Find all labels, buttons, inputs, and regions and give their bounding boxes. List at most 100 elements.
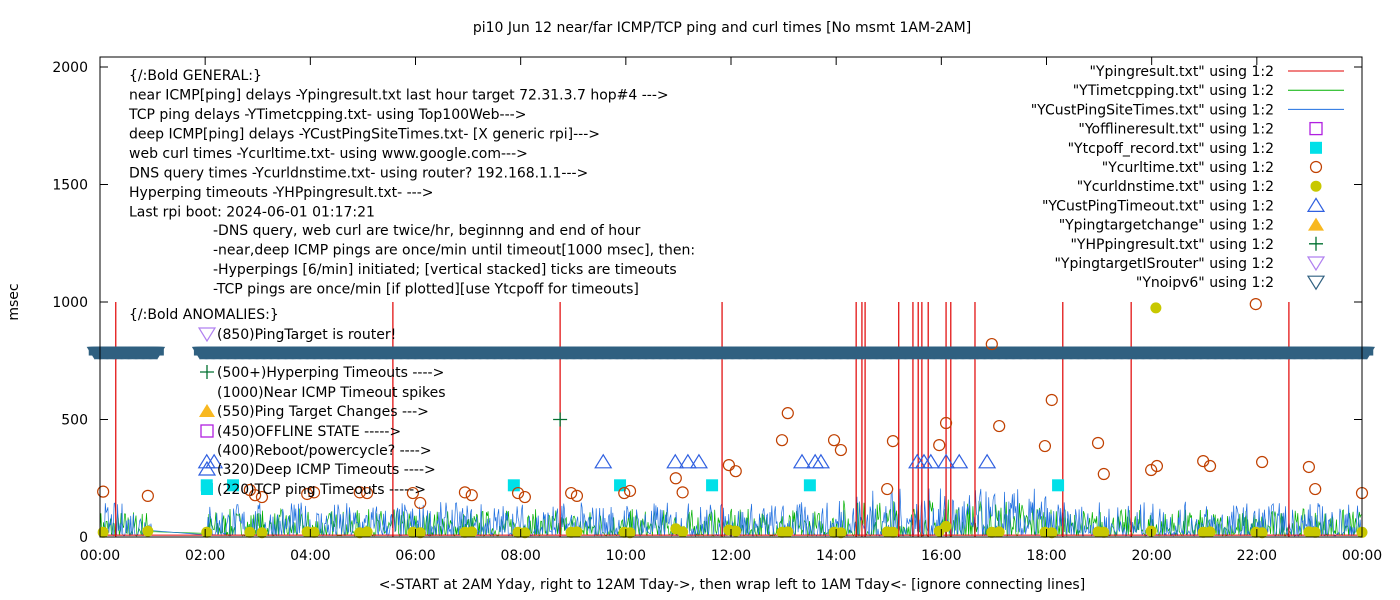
curltime-marker xyxy=(1097,467,1110,481)
anomaly-item: (550)Ping Target Changes ---> xyxy=(217,404,429,420)
curltime-marker xyxy=(1255,455,1269,469)
tcpoff-marker xyxy=(614,479,627,492)
y-tick-label: 1500 xyxy=(52,178,88,194)
anomaly-item: (850)PingTarget is router! xyxy=(217,327,396,343)
y-axis-label: msec xyxy=(6,283,22,320)
x-axis-label: <-START at 2AM Yday, right to 12AM Tday-… xyxy=(379,577,1085,593)
anomaly-item: (450)OFFLINE STATE -----> xyxy=(217,424,401,440)
legend-label: "YHPpingresult.txt" using 1:2 xyxy=(1070,237,1274,253)
dnstime-marker xyxy=(571,526,583,538)
noipv6-band xyxy=(88,347,164,356)
curltime-marker xyxy=(1038,439,1052,453)
x-tick-label: 00:00 xyxy=(80,548,120,564)
cust-ping-timeout-marker xyxy=(978,453,997,469)
anomalies-title: {/:Bold ANOMALIES:} xyxy=(129,307,279,323)
dnstime-marker xyxy=(730,525,742,537)
dnstime-marker xyxy=(519,527,531,539)
anomaly-item: (500+)Hyperping Timeouts ----> xyxy=(217,365,444,381)
general-note: near ICMP[ping] delays -Ypingresult.txt … xyxy=(129,88,669,104)
x-tick-label: 20:00 xyxy=(1131,548,1171,564)
cust-ping-timeout-marker xyxy=(666,453,685,469)
dnstime-marker xyxy=(835,527,847,539)
general-note: Hyperping timeouts -YHPpingresult.txt- -… xyxy=(129,185,434,201)
hpping-marker xyxy=(553,412,568,427)
general-note: deep ICMP[ping] delays -YCustPingSiteTim… xyxy=(129,127,600,143)
legend-marker xyxy=(1308,217,1324,231)
legend-marker xyxy=(1309,121,1323,136)
y-tick-label: 0 xyxy=(79,530,88,546)
dnstime-marker xyxy=(887,526,899,538)
dnstime-marker xyxy=(466,526,478,538)
noipv6-band xyxy=(193,347,1374,356)
legend-marker xyxy=(1309,236,1323,251)
curltime-marker xyxy=(623,484,637,498)
curltime-marker xyxy=(722,458,735,472)
curltime-marker xyxy=(1045,393,1058,407)
curltime-marker xyxy=(676,486,689,499)
chart-title: pi10 Jun 12 near/far ICMP/TCP ping and c… xyxy=(473,20,971,36)
dnstime-marker xyxy=(414,527,426,539)
anomaly-marker xyxy=(201,483,213,495)
dnstime-marker xyxy=(97,526,109,538)
curltime-marker xyxy=(1309,482,1322,496)
plot-area xyxy=(86,298,1376,539)
y-tick-label: 2000 xyxy=(52,60,88,76)
curltime-marker xyxy=(141,489,154,502)
cust-ping-timeout-marker xyxy=(950,453,969,469)
curltime-marker xyxy=(834,443,847,457)
dnstime-marker xyxy=(782,526,794,538)
curltime-marker xyxy=(570,489,584,502)
curltime-marker xyxy=(993,419,1006,433)
curltime-marker xyxy=(414,496,427,510)
legend: "Ypingresult.txt" using 1:2 "YTimetcpping… xyxy=(1031,64,1344,291)
dnstime-marker xyxy=(1098,526,1110,538)
tcpoff-marker xyxy=(803,479,816,492)
general-note: Last rpi boot: 2024-06-01 01:17:21 xyxy=(129,205,375,221)
curltime-marker xyxy=(511,486,525,500)
anomaly-marker xyxy=(200,365,214,379)
curltime-marker xyxy=(781,407,794,420)
legend-label: "YCustPingSiteTimes.txt" using 1:2 xyxy=(1031,102,1274,118)
axes: 0 500 1000 1500 2000 00:00 02:00 04:00 06:00 08:0… xyxy=(52,57,1382,564)
curltime-marker xyxy=(827,434,841,447)
legend-marker xyxy=(1306,256,1326,272)
dnstime-marker xyxy=(1145,525,1157,537)
x-tick-label: 16:00 xyxy=(921,548,961,564)
tcpoff-marker xyxy=(706,479,719,492)
general-note: -Hyperpings [6/min] initiated; [vertical… xyxy=(213,262,677,278)
cust-ping-timeout-marker xyxy=(205,453,224,469)
curltime-marker xyxy=(307,486,321,499)
tcpoff-marker xyxy=(507,479,520,492)
curltime-marker xyxy=(565,486,578,500)
dnstime-marker xyxy=(308,526,320,538)
legend-label: "Ycurltime.txt" using 1:2 xyxy=(1102,160,1274,176)
curltime-marker xyxy=(1203,459,1217,473)
curltime-marker xyxy=(669,472,682,485)
dnstime-marker xyxy=(993,526,1005,538)
curltime-marker xyxy=(886,435,900,448)
cust-ping-timeout-marker xyxy=(594,453,613,469)
curltime-marker xyxy=(458,486,472,499)
x-tick-label: 22:00 xyxy=(1237,548,1277,564)
legend-marker xyxy=(1306,275,1326,291)
cust-ping-timeout-marker xyxy=(792,453,812,469)
general-note: -DNS query, web curl are twice/hr, begin… xyxy=(213,223,641,239)
curltime-marker xyxy=(406,486,419,500)
cust-ping-timeout-marker xyxy=(936,453,956,469)
curltime-marker xyxy=(361,486,374,500)
cust-ping-timeout-marker xyxy=(806,453,825,469)
curltime-marker xyxy=(518,490,531,504)
anomaly-marker xyxy=(197,460,217,476)
legend-label: "Ytcpoff_record.txt" using 1:2 xyxy=(1068,141,1274,157)
dnstime-marker xyxy=(361,526,373,538)
cust-ping-timeout-marker xyxy=(678,453,697,469)
tcpoff-marker xyxy=(1052,479,1065,492)
x-tick-label: 06:00 xyxy=(395,548,435,564)
general-note: {/:Bold GENERAL:} xyxy=(129,68,262,84)
x-tick-label: 02:00 xyxy=(185,548,225,564)
curltime-marker xyxy=(1249,298,1262,311)
curltime-marker xyxy=(618,486,631,500)
legend-marker xyxy=(1310,141,1322,154)
legend-marker xyxy=(1309,160,1323,174)
x-tick-label: 18:00 xyxy=(1026,548,1066,564)
